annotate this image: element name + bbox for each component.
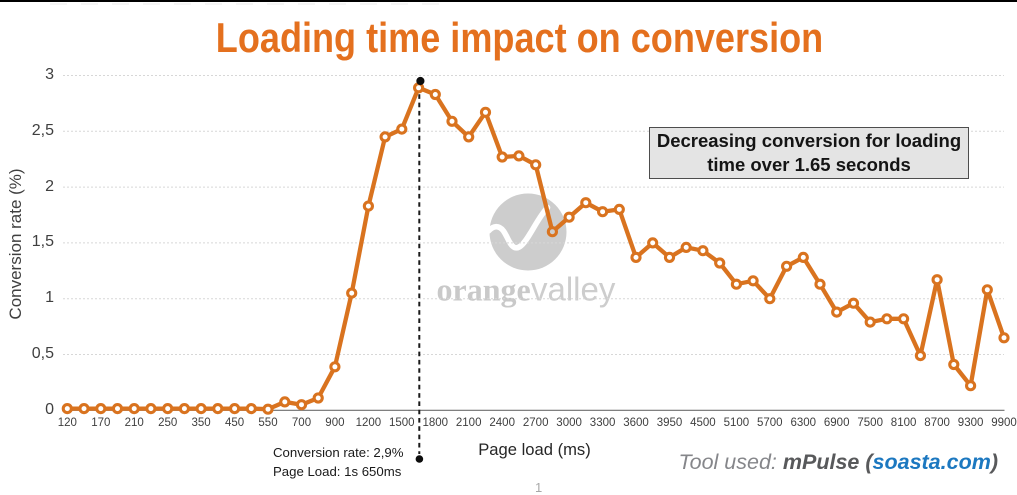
- svg-text:orange: orange: [437, 272, 531, 308]
- svg-text:valley: valley: [531, 271, 616, 308]
